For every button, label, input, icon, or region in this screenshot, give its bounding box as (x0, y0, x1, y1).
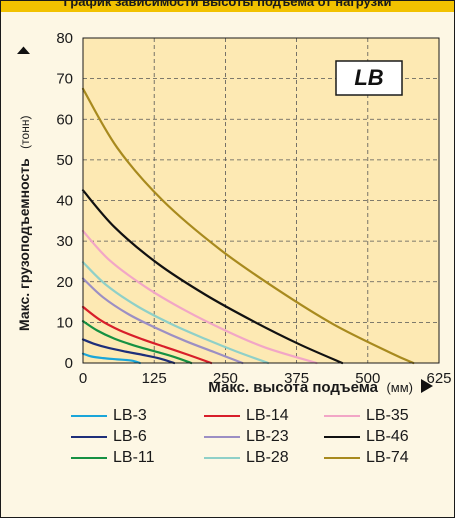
x-tick-label: 250 (213, 370, 238, 387)
series-line-lb-28 (81, 261, 270, 365)
legend-label: LB-28 (246, 449, 289, 466)
series-line-lb-74 (81, 87, 415, 365)
y-axis-title-unit: (тонн) (18, 116, 32, 149)
x-axis-arrow-icon (421, 379, 433, 393)
y-tick-label: 70 (56, 71, 73, 88)
x-tick-label: 500 (355, 370, 380, 387)
y-tick-label: 10 (56, 314, 73, 331)
legend-label: LB-74 (366, 449, 409, 466)
y-axis-title: Макс. грузоподъемность (тонн) (16, 116, 33, 331)
legend-label: LB-3 (113, 407, 147, 424)
y-tick-label: 60 (56, 111, 73, 128)
x-axis-title-main: Макс. высота подъема (208, 379, 378, 396)
legend-swatch (324, 436, 360, 438)
series-line-lb-35 (81, 229, 318, 365)
series-line-lb-46 (81, 189, 344, 365)
legend-swatch (71, 457, 107, 459)
y-axis-ticks: 0 10 20 30 40 50 60 70 80 (56, 30, 73, 372)
legend-item-lb-28: LB-28 (204, 448, 289, 468)
chart-header-title: График зависимости высоты подъема от наг… (63, 1, 392, 9)
legend-item-lb-35: LB-35 (324, 406, 409, 426)
y-axis-title-main: Макс. грузоподъемность (16, 158, 32, 331)
chart: 0 125 250 375 500 625 0 10 20 30 40 50 60 70 80 LB Ма… (16, 30, 452, 396)
legend-swatch (204, 457, 240, 459)
series-line-lb-14 (81, 305, 213, 365)
lb-badge: LB (335, 60, 403, 96)
y-tick-label: 30 (56, 233, 73, 250)
x-axis-title-unit: (мм) (386, 380, 413, 395)
legend-swatch (71, 415, 107, 417)
legend-label: LB-46 (366, 428, 409, 445)
legend-item-lb-46: LB-46 (324, 427, 409, 447)
legend-label: LB-11 (113, 449, 155, 466)
y-tick-label: 0 (65, 355, 73, 372)
svg-text:Макс. грузоподъемность: Макс. грузоподъемность (тонн) (16, 116, 33, 331)
series-line-lb-11 (81, 320, 193, 365)
lb-badge-text: LB (354, 65, 383, 90)
x-axis-title: Макс. высота подъема (мм) (208, 379, 413, 396)
legend-swatch (324, 457, 360, 459)
legend-item-lb-6: LB-6 (71, 427, 147, 447)
x-axis-ticks: 0 125 250 375 500 625 (79, 370, 452, 387)
legend-swatch (204, 415, 240, 417)
legend-swatch (71, 436, 107, 438)
x-tick-label: 0 (79, 370, 87, 387)
series-line-lb-3 (81, 352, 142, 365)
y-axis-arrow-icon (17, 46, 30, 54)
legend-item-lb-3: LB-3 (71, 406, 147, 426)
legend-swatch (324, 415, 360, 417)
legend-swatch (204, 436, 240, 438)
lb-badge-box (335, 60, 403, 96)
y-tick-label: 40 (56, 193, 73, 210)
x-tick-label: 375 (284, 370, 309, 387)
legend-label: LB-35 (366, 407, 409, 424)
series-line-lb-23 (81, 277, 244, 365)
x-tick-label: 125 (142, 370, 167, 387)
legend-label: LB-14 (246, 407, 289, 424)
legend-label: LB-23 (246, 428, 289, 445)
legend-item-lb-74: LB-74 (324, 448, 409, 468)
legend-item-lb-14: LB-14 (204, 406, 289, 426)
chart-header-bar: График зависимости высоты подъема от наг… (1, 1, 454, 12)
legend-item-lb-23: LB-23 (204, 427, 289, 447)
series-layer (81, 87, 415, 365)
legend-label: LB-6 (113, 428, 147, 445)
legend-item-lb-11: LB-11 (71, 448, 155, 468)
series-line-lb-6 (81, 338, 176, 365)
plot-border (82, 37, 440, 364)
y-tick-label: 50 (56, 152, 73, 169)
y-tick-label: 80 (56, 30, 73, 47)
x-tick-label: 625 (426, 370, 451, 387)
legend: LB-3 LB-6 LB-11 LB-14 LB-23 LB-28 LB-35 LB-46 LB… (71, 406, 451, 472)
y-tick-label: 20 (56, 274, 73, 291)
